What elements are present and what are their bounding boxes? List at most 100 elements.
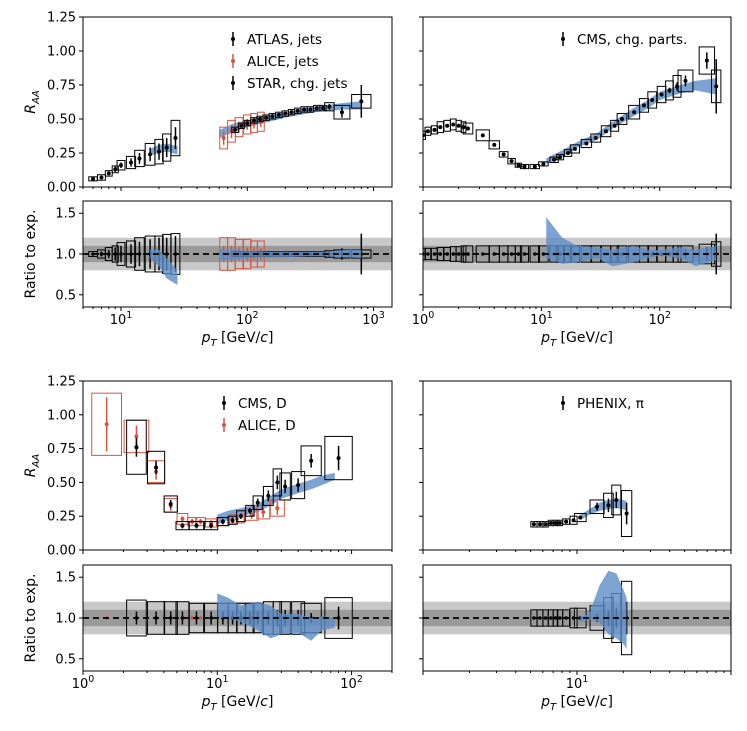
data-point: [261, 510, 266, 515]
sys-box: [498, 151, 509, 158]
data-point: [620, 117, 625, 121]
data-point: [683, 78, 688, 83]
sys-box: [170, 119, 181, 157]
legend-marker-dot: [231, 59, 235, 63]
xtick-label: 101: [530, 310, 553, 328]
ratio-point: [209, 616, 213, 620]
data-point: [614, 497, 619, 502]
sys-box: [163, 495, 178, 513]
sys-box: [556, 153, 565, 161]
ylabel-ratio-text: Ratio to exp.: [23, 574, 39, 663]
xtick-label: 101: [206, 674, 229, 692]
sys-box: [580, 138, 593, 149]
sys-box: [529, 164, 541, 170]
data-point: [339, 110, 344, 115]
data-point: [543, 522, 548, 527]
data-point: [247, 508, 252, 513]
data-point: [612, 123, 617, 128]
data-point: [104, 422, 109, 427]
data-point: [667, 88, 672, 93]
data-point: [180, 523, 185, 528]
sys-box: [475, 129, 490, 142]
ytick-label: 0.50: [47, 476, 76, 491]
legend-label: ALICE, D: [238, 418, 296, 434]
data-point: [537, 522, 542, 527]
ylabel-ratio: Ratio to exp.: [23, 574, 39, 663]
ratio-ytick-label: 0.5: [55, 652, 76, 667]
sys-box: [616, 113, 628, 125]
data-point: [548, 520, 553, 525]
ytick-label: 0.00: [47, 181, 76, 196]
ylabel-raa: RAA: [23, 90, 42, 114]
sys-box: [245, 504, 255, 517]
data-point: [532, 164, 537, 169]
ytick-label: 1.25: [47, 375, 76, 390]
data-point: [572, 146, 577, 151]
data-point: [148, 152, 153, 157]
sys-box: [562, 518, 571, 525]
data-point: [624, 511, 629, 516]
ratio-sys-box: [562, 609, 571, 627]
ratio-model-band: [580, 570, 627, 649]
model-band: [219, 101, 362, 138]
panel-phenix: 101 pT [GeV/c] PHENIX, π: [419, 380, 732, 713]
xtick-label: 102: [236, 310, 259, 328]
ytick-label: 0.25: [47, 147, 76, 162]
data-point: [264, 115, 269, 120]
data-point: [194, 523, 199, 528]
sys-box: [573, 512, 587, 523]
xtick-label: 100: [72, 674, 95, 692]
model-band: [217, 472, 335, 525]
data-point: [650, 97, 655, 102]
sys-box: [291, 471, 306, 500]
data-point: [113, 167, 118, 172]
sys-box: [319, 104, 327, 112]
data-point: [270, 114, 275, 119]
data-point: [233, 127, 238, 132]
model-band: [546, 78, 717, 164]
data-point: [309, 458, 314, 463]
data-point: [168, 502, 173, 507]
sys-box: [698, 46, 716, 75]
data-point: [308, 107, 313, 112]
data-point: [522, 164, 527, 169]
sys-box: [620, 490, 633, 537]
sys-box: [647, 91, 658, 109]
data-point: [425, 129, 430, 134]
sys-box: [514, 162, 523, 168]
xlabel-pt: pT [GeV/c]: [540, 694, 613, 713]
sys-box: [569, 144, 580, 154]
legend-label: PHENIX, π: [577, 396, 644, 412]
sys-box: [116, 159, 126, 171]
ratio-sys-box: [529, 245, 541, 263]
data-point: [106, 171, 111, 176]
legend-marker-dot: [222, 401, 226, 405]
data-point: [552, 157, 557, 162]
legend-entry: ALICE, jets: [231, 54, 319, 70]
ratio-point: [509, 252, 514, 256]
data-point: [283, 484, 288, 489]
data-point: [302, 107, 307, 112]
data-point: [209, 523, 214, 528]
data-point: [604, 129, 609, 134]
xtick-label: 103: [362, 310, 385, 328]
legend-label: CMS, chg. parts.: [577, 32, 687, 48]
xlabel-pt: pT [GeV/c]: [201, 330, 274, 349]
panel-jets: 0.00 0.25 0.50 0.75 1.00 1.25 0.5 1.0 1.5 101 102 1…: [23, 11, 393, 349]
panel-d-mesons: 0.00 0.25 0.50 0.75 1.00 1.25 0.5 1.0 1.5 100 101 1…: [23, 375, 393, 713]
ratio-point: [198, 616, 203, 620]
xlabel-pt: pT [GeV/c]: [540, 330, 613, 349]
sys-box: [672, 74, 682, 98]
data-point: [558, 155, 563, 160]
data-point: [295, 108, 300, 113]
data-point: [704, 58, 709, 63]
data-point: [359, 99, 364, 104]
sys-box: [272, 468, 283, 497]
legend-entry: PHENIX, π: [561, 396, 644, 412]
ratio-point: [558, 616, 562, 620]
sys-box: [569, 515, 578, 525]
main-plot-area: [88, 85, 372, 182]
sys-box: [611, 484, 622, 516]
legend-marker-dot: [231, 37, 235, 41]
